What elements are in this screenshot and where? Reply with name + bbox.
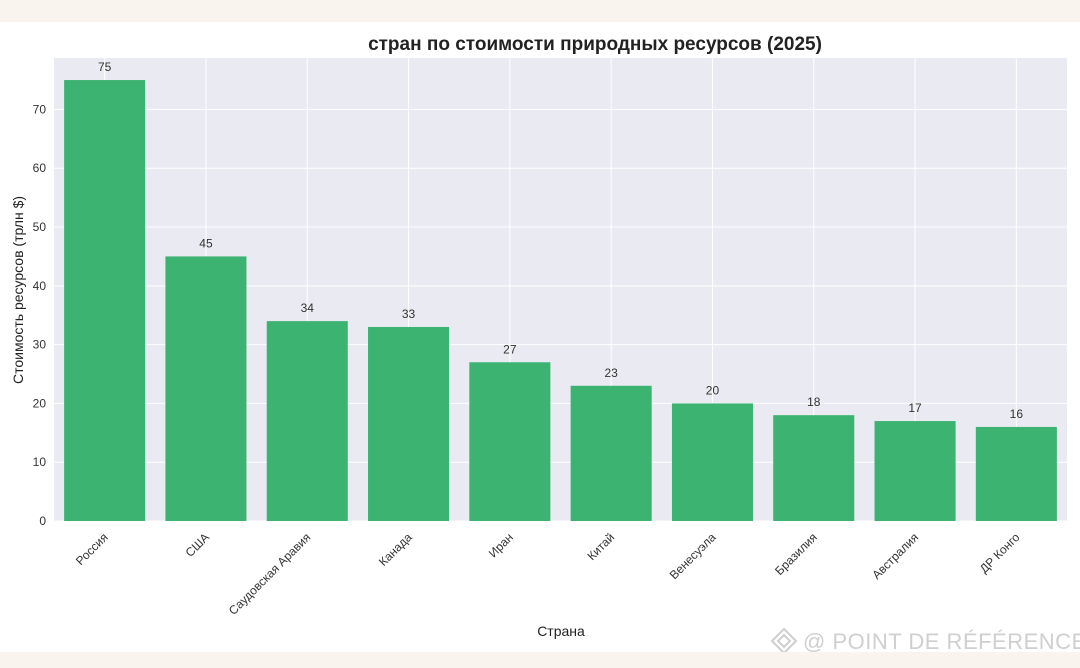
watermark-text: @ POINT DE RÉFÉRENCE [803,629,1080,652]
bar-value-label: 18 [807,395,821,409]
bar [64,80,146,522]
x-tick-label: США [183,530,212,559]
bar-chart: 75 45 34 33 27 23 20 18 17 16 0 10 20 30 40 50 60 70 Рос… [10,34,1080,652]
bar-value-label: 27 [503,342,517,356]
chart-frame: 75 45 34 33 27 23 20 18 17 16 0 10 20 30 40 50 60 70 Рос… [0,22,1080,652]
diamond-logo-icon [770,627,798,652]
bar [671,403,753,521]
bar-value-label: 33 [402,307,416,321]
y-tick-label: 70 [33,102,47,116]
y-axis-ticks: 0 10 20 30 40 50 60 70 [33,102,47,528]
bar-value-label: 34 [301,301,315,315]
x-tick-label: Венесуэла [667,530,719,582]
bar [165,256,247,521]
watermark: @ POINT DE RÉFÉRENCE [770,627,1080,652]
y-tick-label: 20 [33,396,47,410]
x-tick-label: Китай [584,530,617,563]
x-tick-label: Иран [486,530,516,560]
bar-value-label: 45 [199,236,213,250]
x-tick-label: Бразилия [772,530,820,578]
bar-value-label: 16 [1010,407,1024,421]
bars [64,80,1057,522]
bar-value-label: 20 [706,383,720,397]
chart-title: стран по стоимости природных ресурсов (2… [368,34,822,55]
bar-value-label: 23 [604,366,618,380]
y-tick-label: 10 [33,455,47,469]
x-tick-label: Австралия [869,530,921,582]
y-tick-label: 50 [33,220,47,234]
bar [570,385,652,521]
x-tick-label: Саудовская Аравия [226,530,314,618]
bar [773,415,855,521]
x-axis-ticks: Россия США Саудовская Аравия Канада Иран Кита… [73,530,1023,618]
x-tick-label: ДР Конго [977,530,1023,576]
x-tick-label: Канада [376,530,415,569]
y-tick-label: 30 [33,338,47,352]
bar-value-label: 17 [908,401,922,415]
bar [469,362,551,521]
bar [975,426,1057,521]
bar-value-label: 75 [98,60,112,74]
y-tick-label: 40 [33,279,47,293]
bar [266,321,348,521]
x-axis-label: Страна [537,623,585,639]
bar [874,421,956,521]
y-tick-label: 0 [39,514,46,528]
bar [368,326,450,521]
y-axis-label: Стоимость ресурсов (трлн $) [10,196,26,384]
bar-value-labels: 75 45 34 33 27 23 20 18 17 16 [98,60,1023,421]
y-tick-label: 60 [33,161,47,175]
x-tick-label: Россия [73,530,111,568]
